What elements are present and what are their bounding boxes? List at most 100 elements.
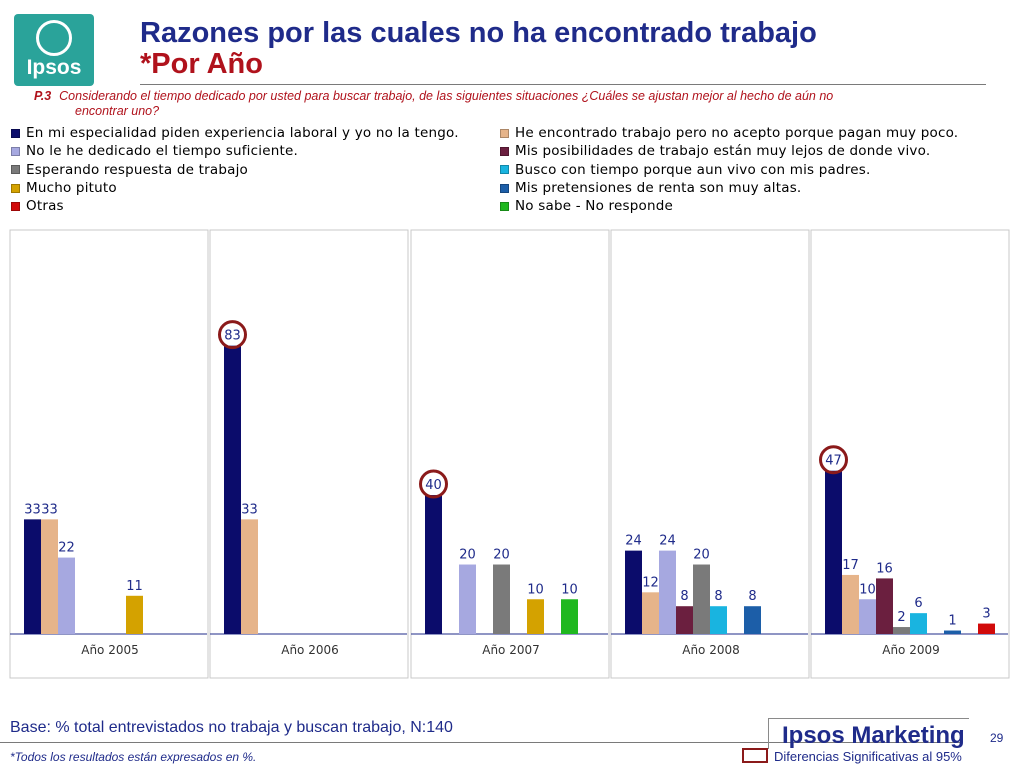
bar [625, 550, 642, 634]
bar [825, 470, 842, 634]
legend-swatch [500, 128, 509, 138]
bar [710, 606, 727, 634]
data-label: 3 [982, 607, 990, 622]
slide-title: Razones por las cuales no ha encontrado … [140, 18, 817, 80]
x-tick-label: Año 2008 [682, 643, 740, 657]
data-label: 10 [859, 582, 876, 597]
question-text: P.3 Considerando el tiempo dedicado por u… [34, 89, 984, 119]
legend-item: No sabe - No responde [500, 197, 958, 215]
question-number: P.3 [34, 89, 52, 103]
significance-marker [419, 469, 448, 499]
legend-swatch [500, 165, 509, 175]
legend-swatch [11, 128, 20, 138]
data-label: 24 [625, 534, 642, 549]
x-tick-label: Año 2005 [81, 643, 139, 657]
data-label: 6 [914, 596, 922, 611]
data-label: 8 [680, 589, 688, 604]
legend-swatch [11, 165, 20, 175]
data-label: 22 [58, 541, 75, 556]
title-line-1: Razones por las cuales no ha encontrado … [140, 17, 817, 49]
data-label: 2 [897, 610, 905, 625]
legend-right: He encontrado trabajo pero no acepto por… [500, 124, 958, 215]
legend-label: Mis posibilidades de trabajo están muy l… [515, 143, 931, 160]
significance-legend-swatch [742, 748, 768, 763]
title-divider [140, 84, 986, 85]
bar [944, 630, 961, 634]
footer-divider [0, 742, 960, 743]
brand-frame [768, 718, 969, 749]
data-label: 8 [714, 589, 722, 604]
data-label: 24 [659, 534, 676, 549]
significance-marker [819, 445, 848, 475]
legend-label: Otras [26, 198, 64, 215]
legend-item: Mucho pituto [11, 179, 459, 197]
legend-label: Busco con tiempo porque aun vivo con mis… [515, 161, 871, 178]
data-label: 11 [126, 579, 143, 594]
data-label: 33 [41, 502, 58, 517]
legend-label: Esperando respuesta de trabajo [26, 161, 248, 178]
data-label: 83 [224, 329, 241, 344]
significance-marker [218, 320, 247, 350]
legend-swatch [11, 146, 20, 156]
logo-text: Ipsos [26, 56, 82, 79]
bar [126, 595, 143, 634]
data-label: 20 [493, 548, 510, 563]
x-tick-label: Año 2006 [281, 643, 339, 657]
bar [425, 495, 442, 634]
data-label: 10 [561, 582, 578, 597]
data-label: 33 [24, 502, 41, 517]
data-label: 10 [527, 582, 544, 597]
data-label: 40 [425, 478, 442, 493]
legend-item: He encontrado trabajo pero no acepto por… [500, 124, 958, 142]
data-label: 16 [876, 561, 893, 576]
legend-label: Mucho pituto [26, 179, 117, 196]
bar [676, 606, 693, 634]
bar [58, 557, 75, 634]
legend-swatch [11, 201, 20, 211]
legend-swatch [11, 183, 20, 193]
data-label: 20 [693, 548, 710, 563]
bar [693, 564, 710, 634]
question-body-continued: encontrar uno? [75, 104, 160, 118]
bar [659, 550, 676, 634]
significance-legend-label: Diferencias Significativas al 95% [774, 749, 962, 764]
bar [224, 345, 241, 634]
page-number: 29 [990, 731, 1004, 745]
question-body: Considerando el tiempo dedicado por uste… [59, 89, 834, 103]
legend-item: Mis pretensiones de renta son muy altas. [500, 179, 958, 197]
bar [561, 599, 578, 634]
bar [744, 606, 761, 634]
brand-name: Ipsos Marketing [782, 722, 965, 749]
data-label: 12 [642, 575, 659, 590]
data-label: 33 [241, 502, 258, 517]
logo-head-icon [36, 20, 72, 56]
bar [459, 564, 476, 634]
legend-item: Mis posibilidades de trabajo están muy l… [500, 142, 958, 160]
legend-label: No le he dedicado el tiempo suficiente. [26, 143, 298, 160]
title-line-2: *Por Año [140, 48, 263, 80]
bar [910, 613, 927, 634]
bar [241, 519, 258, 634]
data-label: 17 [842, 558, 859, 573]
bar [876, 578, 893, 634]
legend-item: Otras [11, 197, 459, 215]
legend-swatch [500, 201, 509, 211]
bar [24, 519, 41, 634]
legend-label: En mi especialidad piden experiencia lab… [26, 125, 459, 141]
bar [527, 599, 544, 634]
legend-label: No sabe - No responde [515, 198, 673, 215]
x-tick-label: Año 2009 [882, 643, 940, 657]
bar [893, 627, 910, 634]
footnote: *Todos los resultados están expresados e… [10, 750, 257, 764]
bar [842, 574, 859, 634]
x-tick-label: Año 2007 [482, 643, 540, 657]
bar [493, 564, 510, 634]
bar [859, 599, 876, 634]
data-label: 20 [459, 548, 476, 563]
legend-item: Esperando respuesta de trabajo [11, 161, 459, 179]
legend-label: Mis pretensiones de renta son muy altas. [515, 179, 802, 196]
data-label: 1 [948, 614, 956, 629]
legend-swatch [500, 146, 509, 156]
legend-label: He encontrado trabajo pero no acepto por… [515, 125, 959, 141]
